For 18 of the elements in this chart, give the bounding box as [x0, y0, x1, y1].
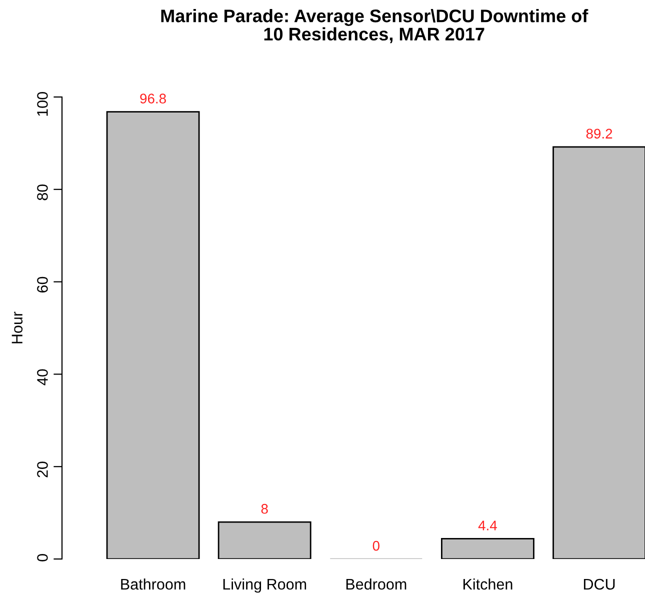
y-tick-label: 0 — [37, 554, 48, 562]
x-tick-label: DCU — [584, 578, 615, 590]
y-tick-label: 20 — [37, 462, 48, 478]
data-label: 96.8 — [140, 94, 166, 104]
data-label: 89.2 — [586, 128, 612, 139]
x-tick-label: Bathroom — [121, 578, 186, 590]
chart-title: Marine Parade: Average Sensor\DCU Downtime of 10 Residences, MAR 2017 — [161, 9, 588, 44]
data-label: 4.4 — [478, 520, 497, 530]
y-axis-title: Hour — [12, 312, 23, 344]
y-tick-label: 100 — [37, 92, 48, 116]
y-tick-label: 40 — [37, 369, 48, 386]
x-tick-label: Living Room — [223, 578, 306, 593]
data-label: 0 — [372, 540, 380, 551]
y-tick-label: 80 — [37, 184, 48, 200]
y-tick-label: 60 — [37, 276, 48, 292]
x-tick-label: Bedroom — [346, 578, 406, 590]
x-tick-label: Kitchen — [463, 578, 512, 590]
data-label: 8 — [261, 504, 268, 514]
